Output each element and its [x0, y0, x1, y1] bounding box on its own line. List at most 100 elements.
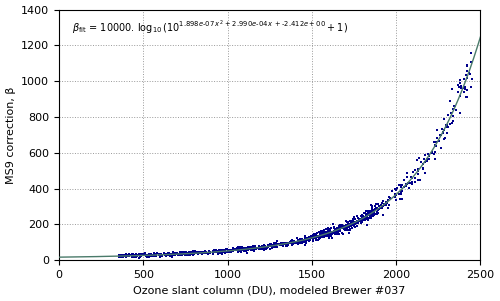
- Y-axis label: MS9 correction, β: MS9 correction, β: [6, 86, 16, 184]
- Point: [139, 253, 147, 258]
- Point: [204, 250, 212, 255]
- Point: [318, 233, 326, 238]
- Point: [119, 254, 127, 259]
- Point: [332, 231, 340, 235]
- Point: [346, 222, 354, 227]
- Point: [320, 231, 328, 236]
- Point: [210, 250, 218, 255]
- Point: [244, 245, 252, 250]
- Point: [397, 184, 405, 189]
- Point: [277, 240, 285, 245]
- Point: [344, 225, 351, 229]
- Point: [223, 249, 231, 254]
- Point: [431, 157, 439, 162]
- Point: [352, 222, 360, 227]
- Point: [232, 246, 240, 251]
- Point: [218, 252, 226, 256]
- Point: [180, 250, 188, 255]
- Point: [286, 240, 294, 245]
- Point: [348, 220, 356, 225]
- Point: [408, 175, 416, 180]
- Point: [298, 238, 306, 243]
- Point: [148, 251, 156, 256]
- Point: [356, 220, 364, 225]
- Point: [307, 233, 315, 238]
- Point: [186, 250, 194, 255]
- Point: [288, 239, 296, 244]
- Point: [237, 248, 245, 253]
- Point: [126, 253, 134, 258]
- Point: [362, 214, 370, 219]
- Point: [352, 214, 360, 219]
- Point: [191, 251, 199, 256]
- Point: [305, 235, 313, 240]
- Point: [346, 222, 354, 226]
- Point: [359, 215, 367, 220]
- Point: [382, 200, 390, 205]
- Point: [300, 236, 308, 241]
- Point: [183, 252, 191, 257]
- Point: [212, 250, 220, 254]
- Point: [352, 220, 360, 225]
- Point: [331, 227, 339, 231]
- Point: [128, 252, 136, 257]
- Point: [302, 240, 310, 245]
- Point: [362, 214, 370, 219]
- Point: [356, 218, 364, 223]
- Point: [343, 223, 351, 228]
- Point: [428, 150, 436, 155]
- Point: [216, 250, 224, 255]
- Point: [264, 244, 272, 249]
- Point: [250, 247, 258, 252]
- Point: [192, 251, 200, 256]
- Point: [189, 253, 197, 257]
- Point: [281, 242, 289, 247]
- Point: [326, 232, 334, 237]
- Point: [346, 228, 354, 233]
- Point: [242, 248, 250, 253]
- Point: [344, 224, 352, 229]
- Point: [133, 253, 141, 258]
- Point: [328, 230, 336, 235]
- Point: [462, 69, 470, 73]
- Point: [144, 253, 152, 258]
- Point: [367, 216, 375, 221]
- Point: [132, 254, 140, 259]
- Point: [332, 229, 340, 234]
- Point: [443, 131, 451, 135]
- Point: [342, 219, 349, 224]
- Point: [198, 250, 206, 255]
- Point: [212, 249, 220, 253]
- Point: [369, 212, 377, 217]
- Point: [206, 250, 214, 254]
- Point: [228, 248, 236, 253]
- Point: [330, 230, 338, 235]
- Point: [412, 157, 420, 162]
- Point: [120, 254, 128, 259]
- Point: [249, 245, 257, 250]
- Point: [122, 253, 130, 258]
- Point: [351, 221, 359, 226]
- Point: [176, 252, 184, 256]
- Point: [293, 241, 301, 246]
- Point: [146, 253, 154, 258]
- Point: [236, 248, 244, 253]
- Point: [228, 246, 236, 250]
- Point: [372, 206, 380, 211]
- Point: [358, 213, 366, 218]
- Point: [326, 230, 334, 235]
- Point: [334, 228, 342, 233]
- Point: [278, 244, 286, 248]
- Point: [234, 248, 242, 253]
- Point: [142, 254, 150, 259]
- Point: [216, 248, 224, 253]
- Point: [174, 251, 182, 256]
- Point: [134, 253, 141, 258]
- Point: [155, 252, 163, 257]
- Point: [278, 243, 285, 247]
- Point: [251, 244, 259, 248]
- Point: [316, 234, 324, 239]
- Point: [353, 223, 361, 228]
- Point: [260, 243, 268, 248]
- Point: [350, 224, 358, 229]
